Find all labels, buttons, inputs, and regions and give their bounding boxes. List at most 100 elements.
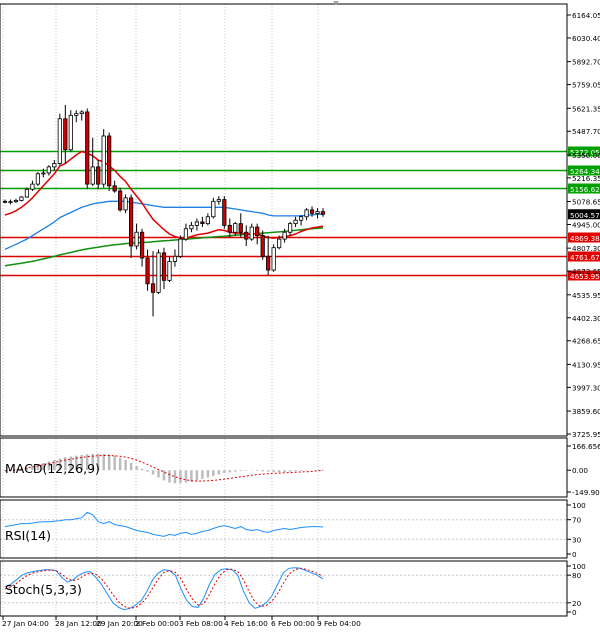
- candle-body: [118, 190, 123, 211]
- candle: [244, 225, 249, 246]
- scroll-marker-icon[interactable]: [333, 1, 339, 5]
- candle-body: [244, 231, 249, 240]
- rsi-tick-label: 0: [572, 550, 577, 559]
- candle-body: [63, 118, 68, 151]
- candle: [46, 165, 51, 176]
- candle: [309, 206, 315, 217]
- candle-body: [205, 216, 210, 225]
- candle: [101, 129, 106, 188]
- candle: [134, 223, 139, 250]
- rsi-line: [4, 511, 324, 537]
- candle: [205, 213, 210, 226]
- ma-fast-line: [4, 150, 324, 239]
- candle-body: [189, 224, 194, 230]
- candle-body: [238, 223, 243, 233]
- candle-body: [79, 111, 84, 115]
- moving-averages: [4, 150, 324, 267]
- candle: [150, 251, 156, 317]
- candle: [96, 160, 101, 190]
- candle-body: [74, 113, 79, 116]
- candle: [24, 187, 30, 198]
- candle: [68, 110, 73, 152]
- price-tick-label: 4945.00: [572, 221, 600, 230]
- candle-body: [309, 209, 315, 214]
- candle-body: [233, 223, 238, 233]
- candle: [178, 235, 183, 259]
- macd-signal-line: [4, 455, 324, 482]
- time-tick-label: 2 Feb 00:00: [135, 619, 179, 628]
- candle-body: [2, 200, 8, 203]
- macd-signal-line: [4, 455, 324, 482]
- candle: [260, 230, 265, 260]
- candle: [211, 197, 216, 219]
- time-tick-label: 4 Feb 16:00: [224, 619, 268, 628]
- candle-body: [112, 185, 117, 192]
- rsi-levels: [0, 519, 567, 540]
- candle-body: [41, 172, 46, 175]
- candle: [183, 223, 189, 241]
- candle-body: [288, 223, 293, 233]
- candle-body: [222, 199, 227, 226]
- price-tick-label: 5078.65: [572, 198, 600, 207]
- stochastic-tick-label: 20: [572, 599, 582, 608]
- time-tick-label: 28 Jan 12:00: [55, 619, 102, 628]
- candle-body: [24, 188, 30, 198]
- price-tick-label: 3997.30: [572, 383, 600, 392]
- support-level-price-tag: [568, 270, 600, 281]
- candle-body: [266, 255, 271, 271]
- candle-body: [145, 257, 150, 285]
- candle-body: [271, 247, 276, 271]
- time-tick-label: 27 Jan 04:00: [2, 619, 49, 628]
- support-level-price-label: 4653.95: [570, 272, 600, 281]
- candle: [189, 221, 194, 233]
- time-tick-label: 29 Jan 20:00: [96, 619, 143, 628]
- candle-body: [178, 238, 183, 257]
- resistance-level-price-label: 5264.34: [570, 167, 600, 176]
- candle-body: [52, 163, 57, 168]
- candle-body: [13, 200, 19, 203]
- price-panel[interactable]: 5372.05 5264.34 5156.62 4869.38 4761.67 4653.…: [0, 1, 600, 616]
- price-tick-label: 5621.35: [572, 104, 600, 113]
- candle: [123, 194, 128, 214]
- rsi-panel[interactable]: 100 70 30 0 RSI(14): [0, 499, 586, 559]
- candle: [277, 235, 282, 250]
- macd-tick-label: -149.908: [572, 488, 600, 497]
- macd-tick-label: 0.00: [572, 466, 588, 475]
- candle-body: [46, 166, 51, 174]
- candle: [320, 208, 326, 217]
- candle-body: [255, 226, 260, 237]
- candle: [139, 228, 145, 267]
- rsi-panel-frame: [0, 499, 568, 559]
- candle-body: [227, 224, 232, 233]
- candle-body: [139, 231, 145, 259]
- candle: [19, 196, 24, 202]
- candle: [288, 221, 293, 236]
- time-tick-label: 3 Feb 08:00: [179, 619, 223, 628]
- macd-panel-frame: [0, 437, 568, 498]
- candle: [35, 172, 40, 186]
- candle: [129, 194, 134, 259]
- price-tick-label: 4268.65: [572, 337, 600, 346]
- stochastic-main-line: [4, 567, 324, 611]
- stochastic-panel-frame: [0, 560, 568, 617]
- macd-panel[interactable]: 166.656 0.00 -149.908 MACD(12,26,9): [0, 437, 600, 498]
- level-price-labels: 5372.05 5264.34 5156.62 4869.38 4761.67 4653.…: [568, 146, 600, 281]
- resistance-level-price-tag: [568, 183, 600, 194]
- candle: [298, 215, 304, 226]
- price-axis: 6164.05 6030.40 5892.70 5759.05 5621.35 5487.…: [567, 11, 600, 439]
- ma-slow-line: [4, 227, 324, 267]
- time-tick-label: 6 Feb 00:00: [271, 619, 315, 628]
- candle-body: [134, 231, 139, 247]
- stochastic-signal-line: [4, 567, 324, 609]
- stochastic-levels: [0, 574, 567, 604]
- candle: [282, 228, 287, 243]
- price-tick-label: 3725.95: [572, 430, 600, 439]
- candle: [13, 198, 19, 204]
- macd-label: MACD(12,26,9): [5, 461, 100, 476]
- candle: [8, 199, 13, 205]
